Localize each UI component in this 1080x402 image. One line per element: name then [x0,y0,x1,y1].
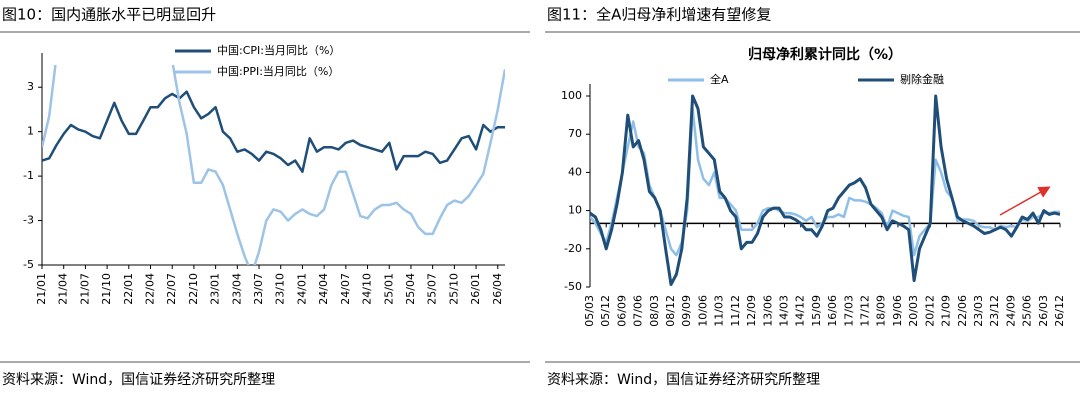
legend-label: 全A [710,72,729,86]
chart-title: 图10：国内通胀水平已明显回升 [2,6,216,24]
legend-label: 中国:CPI:当月同比（%） [217,43,340,57]
x-tick-label: 16/06 [826,295,839,327]
x-tick-label: 26/12 [1053,295,1066,327]
x-tick-label: 22/01 [122,273,135,305]
x-tick-label: 25/10 [447,273,460,305]
x-tick-label: 18/09 [875,295,888,327]
x-tick-label: 05/12 [599,295,612,327]
x-tick-label: 06/09 [615,295,628,327]
series-line [42,90,505,173]
plot-area [590,94,1060,286]
x-tick-label: 23/03 [972,295,985,327]
y-tick-label: -5 [23,258,34,271]
plot-area [42,65,505,265]
chart-title: 图11：全A归母净利增速有望修复 [547,6,771,24]
x-tick-label: 23/07 [252,273,265,305]
x-tick-label: 25/01 [382,273,395,305]
series-line [590,94,1060,286]
x-tick-label: 05/03 [583,295,596,327]
y-tick-label: -20 [564,242,582,255]
x-tick-label: 15/09 [810,295,823,327]
y-tick-label: 40 [568,165,582,178]
y-tick-label: 1 [27,125,34,138]
x-tick-label: 19/06 [891,295,904,327]
y-tick-label: -1 [23,169,34,182]
x-tick-label: 09/09 [680,295,693,327]
x-tick-label: 22/04 [144,273,157,305]
x-tick-label: 24/07 [339,273,352,305]
legend-label: 剔除金融 [900,72,944,86]
x-tick-label: 21/10 [100,273,113,305]
x-tick-label: 11/12 [729,295,742,327]
x-tick-label: 20/12 [923,295,936,327]
x-tick-label: 23/01 [209,273,222,305]
x-tick-label: 21/01 [35,273,48,305]
source: 资料来源：Wind，国信证券经济研究所整理 [547,372,820,388]
x-tick-label: 24/04 [317,273,330,305]
y-tick-label: -3 [23,214,34,227]
x-tick-label: 24/01 [295,273,308,305]
x-tick-label: 25/04 [404,273,417,305]
x-tick-label: 23/04 [230,273,243,305]
x-tick-label: 22/10 [187,273,200,305]
x-tick-label: 12/09 [745,295,758,327]
x-tick-label: 26/04 [491,273,504,305]
x-tick-label: 08/12 [664,295,677,327]
legend-label: 中国:PPI:当月同比（%） [217,64,339,78]
x-tick-label: 23/12 [988,295,1001,327]
y-tick-label: 10 [568,204,582,217]
x-tick-label: 25/06 [1021,295,1034,327]
x-tick-label: 13/06 [761,295,774,327]
y-tick-label: 70 [568,127,582,140]
x-tick-label: 24/10 [361,273,374,305]
x-tick-label: 21/04 [57,273,70,305]
chart-subtitle: 归母净利累计同比（%） [748,46,902,63]
series-line [42,65,505,265]
x-tick-label: 22/07 [165,273,178,305]
x-tick-label: 21/09 [940,295,953,327]
x-tick-label: 07/06 [632,295,645,327]
x-tick-label: 20/03 [907,295,920,327]
y-tick-label: -50 [564,280,582,293]
x-tick-label: 24/09 [1004,295,1017,327]
x-tick-label: 26/01 [469,273,482,305]
x-tick-label: 08/03 [648,295,661,327]
x-tick-label: 14/03 [777,295,790,327]
x-tick-label: 14/12 [794,295,807,327]
x-tick-label: 21/07 [78,273,91,305]
x-tick-label: 17/12 [859,295,872,327]
x-tick-label: 10/06 [696,295,709,327]
trend-arrow [999,186,1051,216]
x-tick-label: 25/07 [426,273,439,305]
x-tick-label: 23/10 [274,273,287,305]
source: 资料来源：Wind，国信证券经济研究所整理 [2,372,275,388]
x-tick-label: 26/03 [1037,295,1050,327]
y-tick-label: 3 [27,80,34,93]
x-tick-label: 17/03 [842,295,855,327]
x-tick-label: 22/06 [956,295,969,327]
y-tick-label: 100 [561,89,582,102]
x-tick-label: 11/03 [713,295,726,327]
